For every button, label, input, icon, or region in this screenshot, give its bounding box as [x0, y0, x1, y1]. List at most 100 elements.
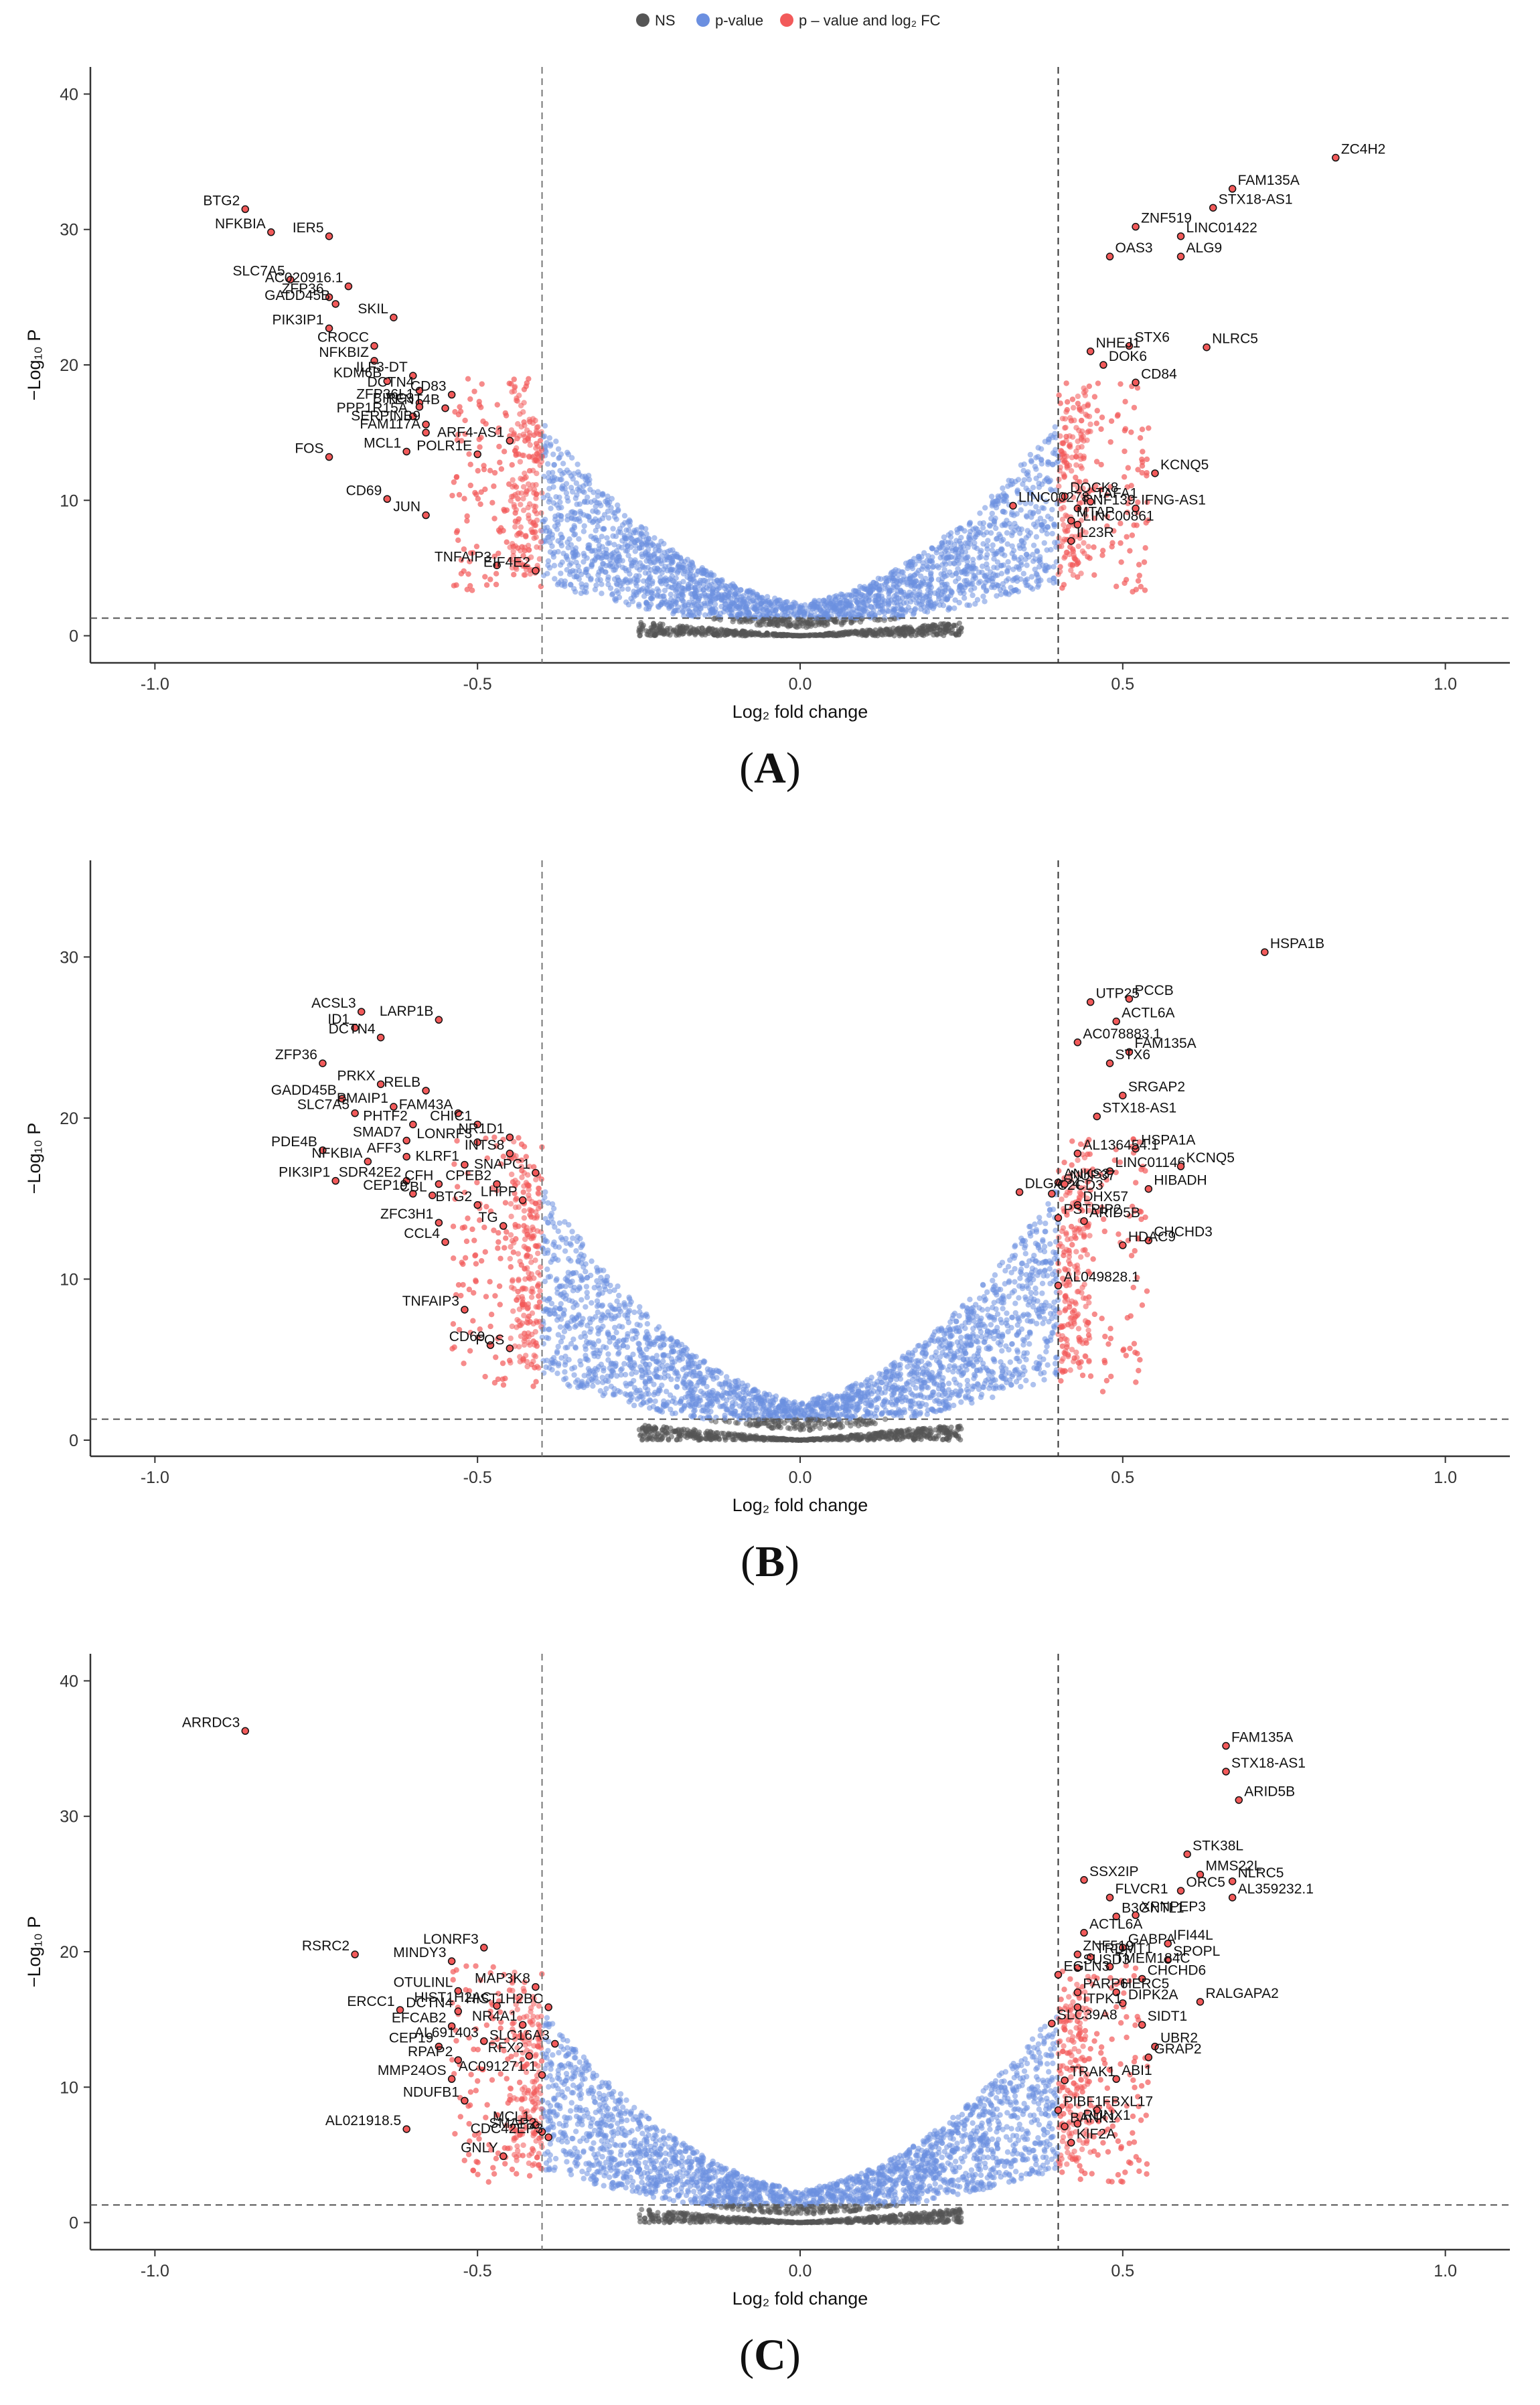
gene-point: [916, 558, 922, 564]
gene-point-sig: [1091, 572, 1097, 578]
gene-point: [555, 538, 561, 544]
gene-point: [599, 534, 605, 540]
gene-point-sig: [1100, 548, 1106, 554]
gene-point-sig: [1127, 495, 1133, 501]
gene-point: [1006, 477, 1012, 483]
gene-point: [550, 554, 557, 560]
gene-point: [597, 1388, 603, 1394]
gene-point: [678, 558, 685, 564]
gene-point-sig: [1136, 572, 1142, 578]
gene-point: [745, 595, 751, 602]
gene-point-ns: [862, 630, 868, 636]
gene-label: FAM117A: [360, 416, 420, 432]
gene-point-sig: [1118, 381, 1124, 387]
gene-point-sig: [1137, 435, 1144, 441]
labeled-gene-point: [1203, 343, 1211, 352]
gene-point: [530, 482, 536, 488]
gene-point-sig: [522, 438, 528, 444]
gene-point: [631, 530, 637, 536]
gene-point: [714, 595, 720, 601]
gene-point: [1018, 526, 1024, 532]
gene-point: [1038, 461, 1045, 467]
gene-point-ns: [908, 631, 914, 637]
gene-point: [1012, 1310, 1018, 1316]
gene-point: [803, 618, 810, 625]
gene-point: [533, 445, 539, 451]
gene-point: [548, 441, 554, 447]
gene-point: [532, 503, 539, 510]
gene-point: [695, 609, 701, 615]
gene-point: [587, 1339, 593, 1346]
gene-point: [612, 514, 618, 520]
gene-point-sig: [1143, 520, 1149, 526]
gene-point: [537, 1288, 543, 1294]
gene-point: [704, 585, 710, 591]
gene-point: [1015, 477, 1022, 483]
gene-point: [526, 1270, 532, 1276]
gene-point: [581, 489, 587, 495]
gene-point-sig: [1144, 499, 1150, 506]
gene-point-sig: [532, 522, 539, 528]
gene-point: [508, 1232, 514, 1238]
labeled-gene-point: [1132, 504, 1140, 513]
gene-point: [991, 551, 997, 557]
gene-point: [544, 534, 551, 541]
gene-point: [581, 483, 587, 489]
gene-point: [571, 523, 577, 529]
gene-point: [1076, 1225, 1083, 1232]
gene-point-sig: [1065, 524, 1072, 530]
gene-point: [999, 1383, 1005, 1389]
gene-point: [552, 549, 558, 556]
gene-point: [888, 597, 895, 603]
gene-label: KCNQ5: [1160, 457, 1209, 473]
gene-point: [542, 422, 548, 429]
gene-point: [1003, 591, 1009, 597]
gene-point: [1005, 576, 1012, 582]
gene-point: [908, 607, 914, 614]
gene-point: [1002, 552, 1008, 558]
gene-point-sig: [458, 557, 465, 563]
gene-point-sig: [1070, 548, 1076, 554]
gene-point: [947, 560, 953, 566]
gene-point: [633, 583, 639, 589]
gene-point: [1041, 1243, 1048, 1250]
gene-point-sig: [537, 437, 544, 444]
gene-point-sig: [512, 448, 518, 454]
gene-point-ns: [929, 622, 935, 628]
gene-point-ns: [658, 629, 664, 635]
gene-point: [598, 565, 604, 571]
gene-point: [1020, 570, 1027, 576]
gene-point: [1014, 487, 1020, 493]
gene-point: [632, 548, 638, 554]
gene-point-ns: [816, 632, 822, 638]
gene-point: [568, 1340, 574, 1347]
gene-point: [1000, 485, 1006, 491]
gene-point: [1070, 572, 1077, 578]
labeled-gene-point: [441, 404, 449, 412]
gene-point: [668, 591, 674, 597]
gene-point-sig: [449, 492, 455, 499]
gene-point: [644, 1321, 651, 1327]
gene-point: [1014, 1349, 1021, 1355]
gene-point-sig: [1069, 562, 1075, 568]
gene-point: [817, 606, 824, 613]
gene-point: [576, 1313, 582, 1319]
y-tick-label: 0: [69, 1431, 78, 1450]
gene-point: [891, 582, 897, 588]
gene-point: [583, 1284, 590, 1290]
x-tick-label: 0.0: [789, 675, 812, 694]
gene-point: [526, 547, 532, 553]
labeled-gene-point: [415, 402, 424, 411]
gene-point: [695, 598, 701, 604]
labeled-gene-point: [325, 324, 333, 333]
gene-point: [1043, 1221, 1049, 1227]
labeled-gene-point: [1073, 520, 1082, 529]
gene-point: [746, 612, 752, 619]
gene-point: [935, 564, 941, 570]
gene-point-ns: [680, 625, 686, 631]
gene-point: [583, 1304, 589, 1310]
gene-point: [538, 458, 545, 465]
gene-point: [604, 535, 610, 541]
gene-point-sig: [465, 571, 471, 577]
gene-point: [996, 531, 1002, 538]
